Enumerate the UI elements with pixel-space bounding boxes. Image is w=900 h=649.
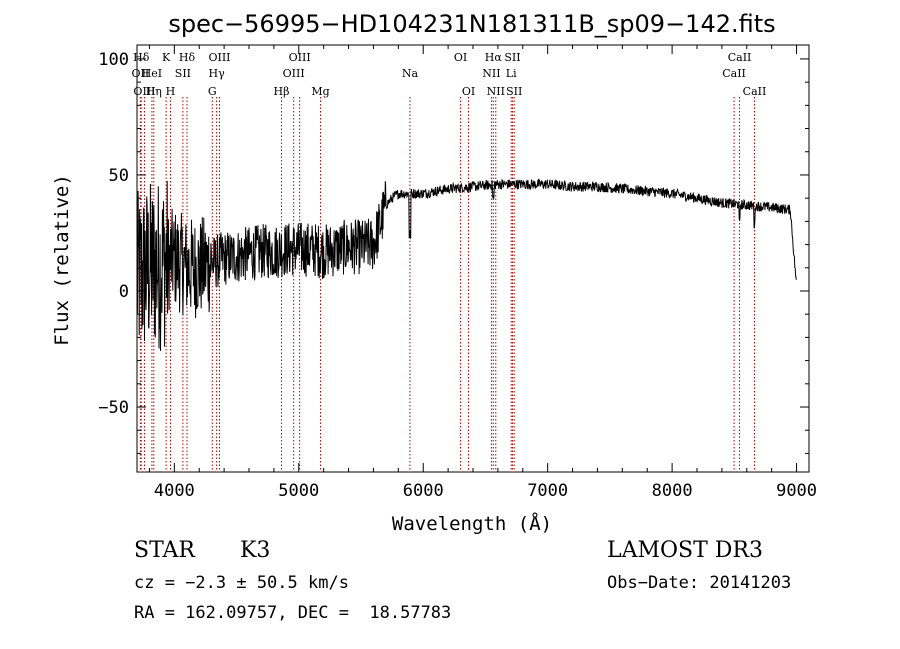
line-marker-label: Li — [506, 67, 517, 80]
survey-name: LAMOST DR3 — [607, 538, 763, 563]
line-marker-label: G — [208, 85, 217, 98]
chart-title: spec−56995−HD104231N181311B_sp09−142.fit… — [168, 10, 775, 38]
line-marker-label: Hα — [485, 51, 503, 64]
x-tick-label: 4000 — [154, 481, 195, 501]
line-marker-label: Hγ — [209, 67, 226, 80]
line-marker-label: HeI — [142, 67, 162, 80]
line-marker-label: K — [162, 51, 171, 64]
x-tick-label: 5000 — [278, 481, 319, 501]
y-axis-ticks: 100 50 0 −50 — [98, 50, 809, 454]
object-class: STAR — [134, 538, 195, 563]
y-axis-label: Flux (relative) — [51, 174, 73, 346]
y-tick-label: −50 — [98, 398, 129, 418]
x-axis-ticks: 4000 5000 6000 7000 8000 9000 — [148, 45, 817, 501]
line-marker-label: OIII — [208, 51, 230, 64]
y-tick-label: 50 — [109, 166, 129, 186]
y-tick-label: 100 — [98, 50, 129, 70]
line-marker-label: NII — [487, 85, 505, 98]
radec-text: RA = 162.09757, DEC = 18.57783 — [134, 603, 452, 623]
flux-series — [136, 178, 797, 351]
line-marker-label: OIII — [289, 51, 311, 64]
spectrum-chart: spec−56995−HD104231N181311B_sp09−142.fit… — [51, 10, 817, 535]
x-axis-label: Wavelength (Å) — [392, 512, 552, 535]
redshift-text: cz = −2.3 ± 50.5 km/s — [134, 573, 349, 593]
line-marker-label: SII — [175, 67, 191, 80]
line-marker-label: CaII — [728, 51, 752, 64]
line-marker-label: OIII — [133, 85, 155, 98]
line-marker-label: NII — [482, 67, 500, 80]
line-marker-label: Hδ — [133, 51, 150, 64]
line-marker-label: CaII — [743, 85, 767, 98]
line-marker-label: OII — [132, 67, 150, 80]
line-markers: Hδ OII OIII HeI Hη K H SII Hδ G OIII Hγ Hβ OIII OIII Mg… — [132, 51, 767, 472]
line-marker-label: OI — [462, 85, 475, 98]
y-tick-label: 0 — [119, 282, 129, 302]
x-tick-label: 6000 — [403, 481, 444, 501]
obs-date-text: Obs−Date: 20141203 — [607, 573, 792, 593]
x-tick-label: 9000 — [776, 481, 817, 501]
line-marker-label: OI — [454, 51, 467, 64]
line-marker-label: CaII — [722, 67, 746, 80]
line-marker-label: OIII — [283, 67, 305, 80]
line-marker-label: Hη — [146, 85, 162, 98]
line-marker-label: Hδ — [179, 51, 196, 64]
line-marker-label: SII — [504, 51, 520, 64]
object-subclass: K3 — [240, 538, 271, 563]
line-marker-label: Na — [402, 67, 419, 80]
x-tick-label: 7000 — [527, 481, 568, 501]
line-marker-label: Mg — [311, 85, 329, 98]
x-tick-label: 8000 — [652, 481, 693, 501]
line-marker-label: Hβ — [274, 85, 290, 98]
flux-line — [136, 178, 797, 351]
line-marker-label: H — [166, 85, 176, 98]
line-marker-label: SII — [506, 85, 522, 98]
